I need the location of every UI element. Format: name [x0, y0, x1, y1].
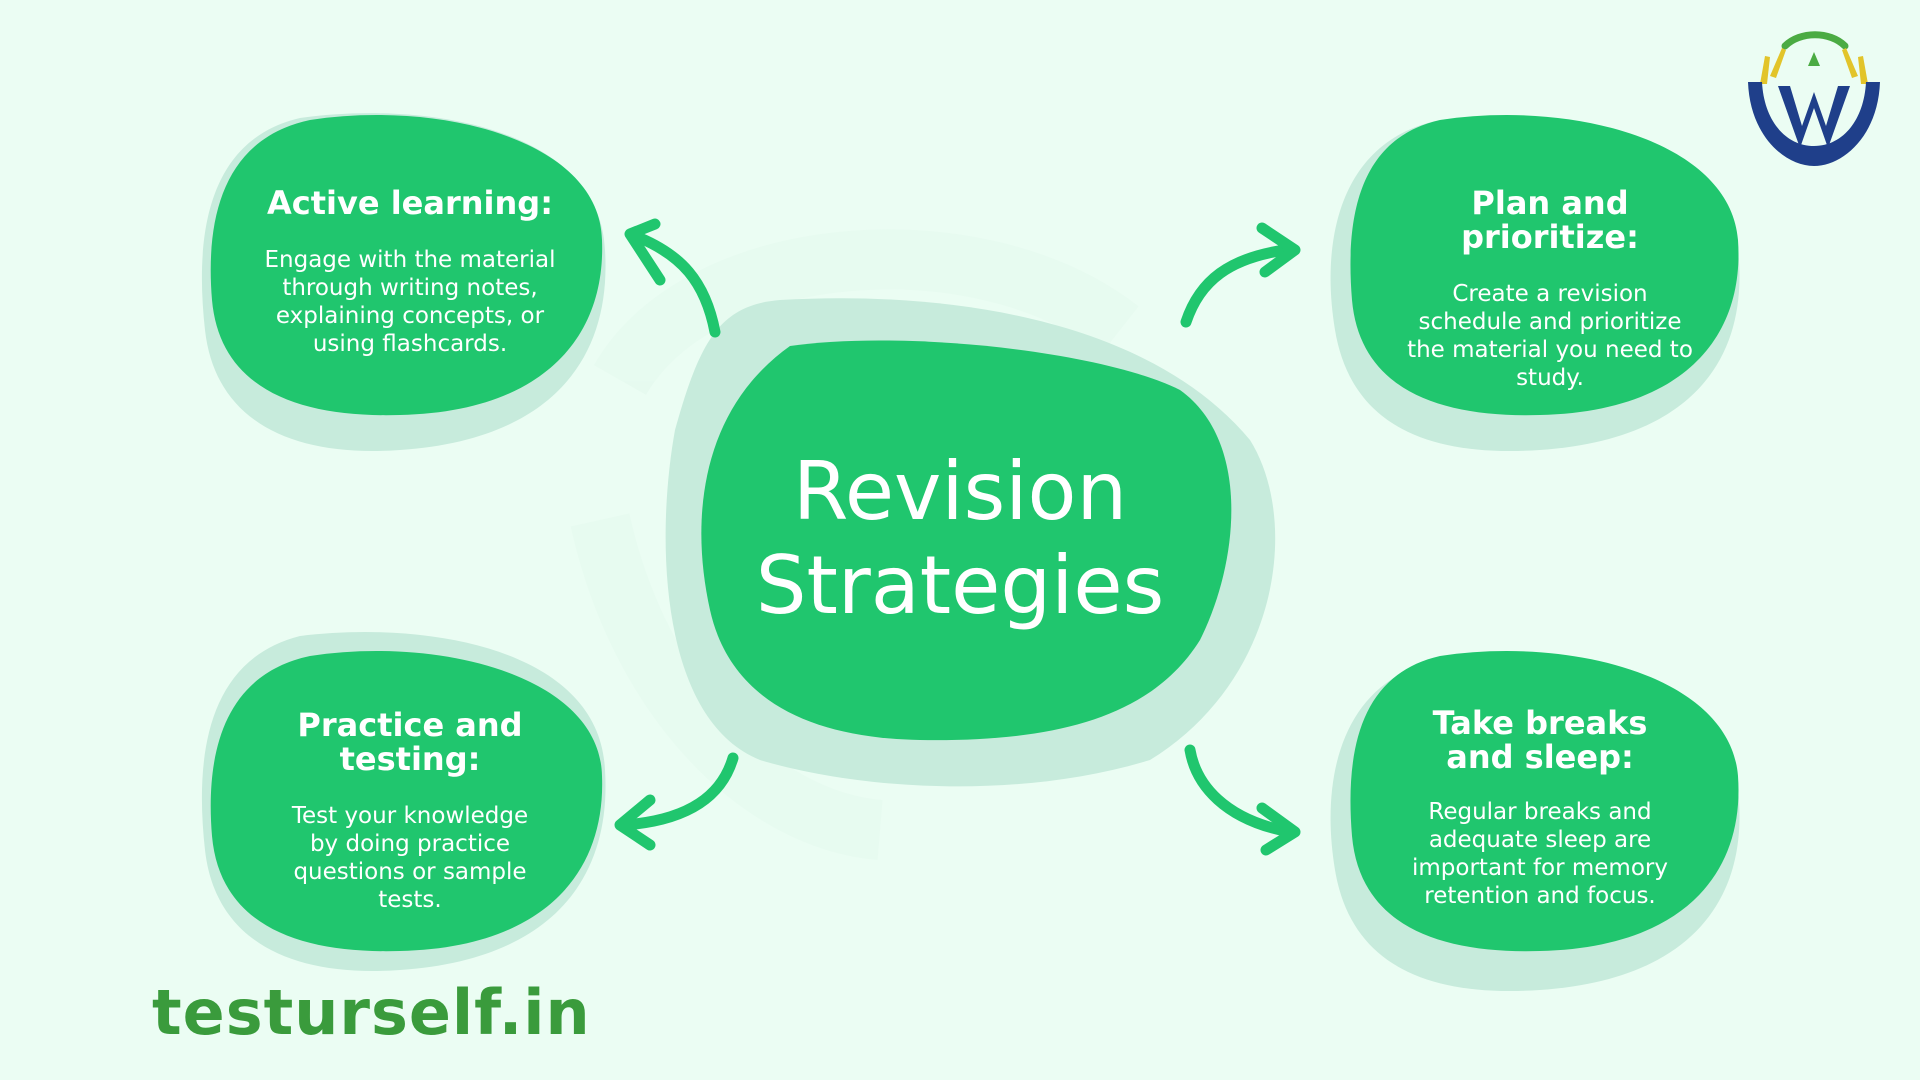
card-breaks-title: Take breaks and sleep:	[1390, 706, 1690, 774]
card-practice-desc: Test your knowledge by doing practice qu…	[291, 803, 529, 913]
blob-plan	[1350, 115, 1739, 416]
blob-center	[701, 340, 1232, 741]
card-active-title: Active learning:	[267, 184, 553, 222]
arrow-icon-bottom-left	[614, 752, 739, 851]
card-active: Active learning: Engage with the materia…	[250, 186, 570, 358]
card-breaks-title-line1: Take breaks	[1432, 704, 1648, 742]
arrow-icon-top-right	[1180, 222, 1301, 328]
blob-active	[210, 115, 603, 416]
blob-practice	[210, 651, 603, 952]
card-active-desc: Engage with the material through writing…	[264, 247, 556, 357]
center-title-line2: Strategies	[755, 539, 1165, 632]
arrows	[614, 218, 1301, 856]
center-title-line1: Revision	[792, 445, 1128, 538]
brand-url[interactable]: testurself.in	[152, 976, 591, 1049]
card-practice-title-line2: testing:	[339, 740, 481, 778]
card-plan-desc: Create a revision schedule and prioritiz…	[1407, 281, 1693, 391]
arrow-icon-top-left	[624, 218, 721, 338]
blob-breaks	[1350, 651, 1739, 952]
arrow-icon-bottom-right	[1184, 744, 1301, 856]
card-breaks: Take breaks and sleep: Regular breaks an…	[1390, 706, 1690, 910]
card-practice: Practice and testing: Test your knowledg…	[260, 708, 560, 914]
watermark	[570, 229, 1139, 860]
card-practice-title-line1: Practice and	[297, 706, 523, 744]
card-practice-title: Practice and testing:	[260, 708, 560, 776]
center-title: Revision Strategies	[700, 445, 1220, 633]
card-breaks-desc: Regular breaks and adequate sleep are im…	[1412, 799, 1668, 909]
card-breaks-title-line2: and sleep:	[1446, 738, 1634, 776]
logo-icon	[1748, 31, 1880, 166]
card-plan: Plan and prioritize: Create a revision s…	[1380, 186, 1720, 392]
card-plan-title: Plan and prioritize:	[1461, 184, 1639, 256]
blobs	[210, 115, 1739, 952]
